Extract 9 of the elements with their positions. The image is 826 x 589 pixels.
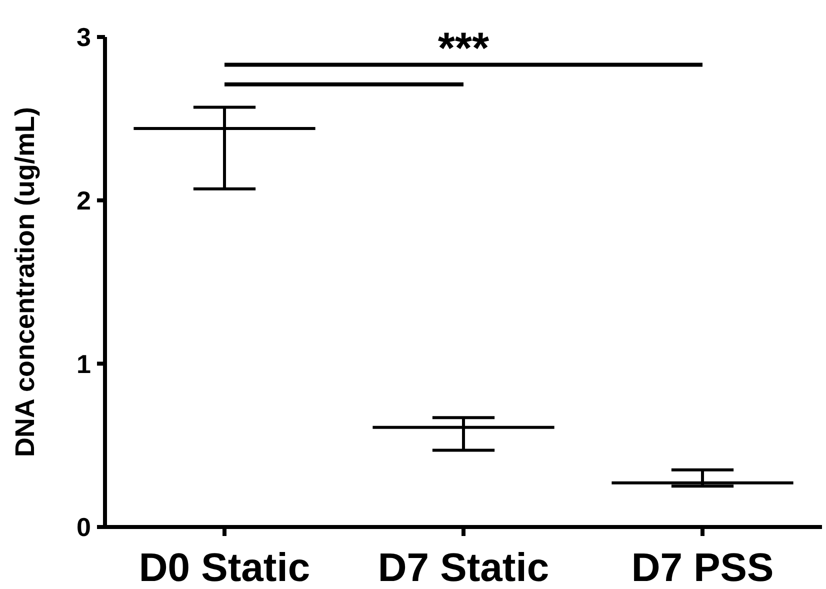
annotation: *** xyxy=(438,24,490,74)
y-tick-label: 2 xyxy=(76,185,91,216)
x-tick-label: D7 Static xyxy=(378,546,550,589)
x-tick-label: D7 PSS xyxy=(631,546,774,589)
y-axis-title: DNA concentration (ug/mL) xyxy=(10,107,40,457)
y-tick-label: 1 xyxy=(76,348,91,379)
y-tick-label: 3 xyxy=(76,22,91,52)
x-tick-label: D0 Static xyxy=(138,546,310,589)
y-tick-label: 0 xyxy=(76,512,91,542)
